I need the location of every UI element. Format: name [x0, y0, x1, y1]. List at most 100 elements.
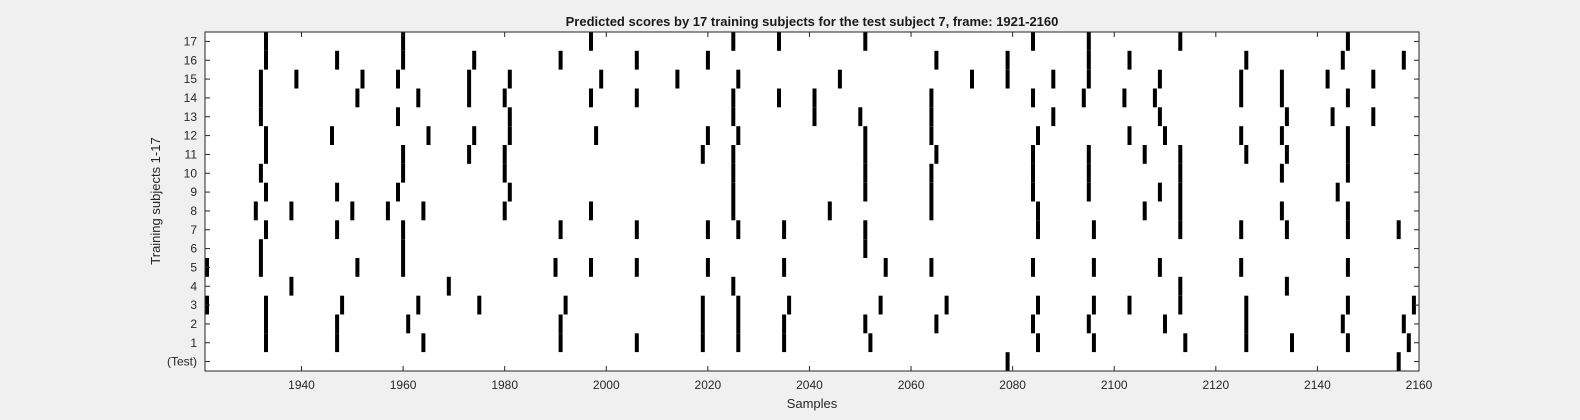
score-mark: [705, 258, 710, 277]
score-mark: [1031, 32, 1035, 51]
score-mark: [700, 314, 705, 334]
score-mark: [777, 88, 781, 108]
score-mark: [1031, 88, 1035, 108]
score-mark: [675, 69, 680, 89]
score-mark: [863, 163, 868, 183]
score-mark: [258, 107, 263, 127]
score-mark: [1345, 32, 1350, 51]
score-mark: [1340, 314, 1345, 334]
score-marks: [205, 32, 1416, 371]
score-mark: [1178, 276, 1183, 296]
score-mark: [264, 333, 268, 353]
y-tick-label: 2: [190, 317, 197, 331]
score-mark: [355, 258, 360, 277]
x-tick-label: 2020: [695, 378, 722, 392]
score-mark: [335, 220, 340, 240]
x-tick-label: 1960: [390, 378, 417, 392]
x-axis-ticks: 1940 1960 1980 2000 2020 2040 2060 2080 2100 2120…: [288, 32, 1433, 392]
score-mark: [782, 314, 787, 334]
x-tick-label: 1940: [288, 378, 315, 392]
x-tick-label: 2080: [999, 378, 1026, 392]
score-mark: [258, 239, 263, 258]
score-mark: [264, 220, 268, 240]
y-tick-label: 17: [184, 34, 198, 48]
score-mark: [1239, 126, 1244, 145]
score-mark: [858, 107, 863, 127]
score-mark: [1279, 163, 1284, 183]
score-mark: [264, 182, 268, 202]
plot-frame: [204, 31, 1420, 372]
score-mark: [1178, 182, 1183, 202]
y-tick-label: (Test): [167, 355, 197, 369]
score-mark: [385, 201, 390, 221]
score-mark: [863, 32, 868, 51]
score-mark: [401, 145, 406, 164]
score-mark: [1325, 69, 1330, 89]
score-mark: [634, 220, 639, 240]
score-mark: [1086, 50, 1091, 70]
score-mark: [1091, 220, 1096, 240]
score-mark: [863, 182, 868, 202]
score-mark: [1244, 333, 1249, 353]
score-mark: [827, 201, 832, 221]
score-mark: [1279, 69, 1284, 89]
score-mark: [289, 201, 294, 221]
score-mark: [705, 126, 710, 145]
score-mark: [1005, 352, 1010, 371]
score-mark: [558, 333, 563, 353]
x-axis-label: Samples: [787, 396, 838, 411]
score-mark: [1091, 295, 1096, 315]
score-mark: [1163, 314, 1167, 334]
score-mark: [1031, 258, 1035, 277]
score-mark: [1244, 295, 1249, 315]
score-mark: [401, 239, 406, 258]
score-mark: [1284, 145, 1289, 164]
score-mark: [1345, 88, 1350, 108]
score-mark: [782, 220, 787, 240]
y-tick-label: 8: [190, 204, 197, 218]
score-mark: [1142, 145, 1147, 164]
score-mark: [837, 69, 842, 89]
y-tick-label: 14: [184, 91, 198, 105]
score-mark: [929, 107, 934, 127]
score-mark: [258, 163, 263, 183]
score-mark: [507, 107, 512, 127]
score-mark: [253, 201, 258, 221]
score-mark: [1086, 314, 1091, 334]
score-mark: [1340, 50, 1345, 70]
score-mark: [1279, 201, 1284, 221]
score-mark: [1345, 295, 1350, 315]
score-mark: [1036, 333, 1040, 353]
score-mark: [1157, 69, 1162, 89]
y-tick-label: 9: [190, 185, 197, 199]
score-mark: [335, 182, 340, 202]
score-mark: [863, 220, 868, 240]
score-mark: [634, 88, 639, 108]
score-mark: [1406, 333, 1411, 353]
score-mark: [700, 145, 705, 164]
score-mark: [360, 69, 365, 89]
score-mark: [1086, 163, 1091, 183]
score-mark: [558, 220, 563, 240]
score-mark: [1178, 32, 1183, 51]
score-mark: [1031, 182, 1035, 202]
chart-title: Predicted scores by 17 training subjects…: [566, 14, 1059, 29]
score-mark: [589, 258, 593, 277]
score-mark: [731, 32, 736, 51]
score-mark: [1157, 107, 1162, 127]
score-mark: [878, 295, 883, 315]
score-mark: [1345, 145, 1350, 164]
score-mark: [1178, 145, 1183, 164]
score-mark: [731, 107, 736, 127]
score-mark: [1345, 333, 1350, 353]
score-mark: [335, 50, 340, 70]
score-mark: [736, 333, 741, 353]
score-mark: [401, 50, 406, 70]
score-mark: [594, 126, 599, 145]
score-mark: [264, 145, 268, 164]
score-mark: [502, 145, 507, 164]
score-mark: [563, 295, 568, 315]
score-mark: [782, 258, 787, 277]
score-mark: [406, 314, 411, 334]
